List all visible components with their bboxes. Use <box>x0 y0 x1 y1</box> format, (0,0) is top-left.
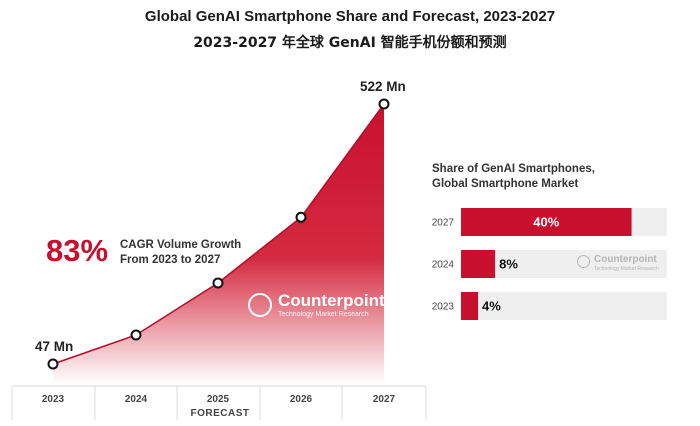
bar-category-label: 2023 <box>432 302 455 313</box>
bar-category-label: 2024 <box>432 260 455 271</box>
data-point <box>378 98 390 110</box>
cagr-description: CAGR Volume Growth From 2023 to 2027 <box>120 238 260 268</box>
x-tick-label: 2025 <box>207 394 230 405</box>
bar <box>461 250 496 278</box>
chart-subtitle: 2023-2027 年全球 GenAI 智能手机份额和预测 <box>193 35 507 51</box>
cagr-value: 83% <box>46 233 109 268</box>
data-point <box>47 358 59 370</box>
data-point <box>130 329 142 341</box>
data-label: 47 Mn <box>35 339 73 354</box>
data-point <box>295 211 307 223</box>
data-point <box>212 277 224 289</box>
bar <box>461 292 479 320</box>
area-fill <box>53 104 384 384</box>
share-chart-title: Share of GenAI Smartphones, Global Smart… <box>432 162 595 192</box>
x-tick-label: 2027 <box>373 394 396 405</box>
share-title-line-1: Share of GenAI Smartphones, <box>432 163 595 175</box>
cagr-line-2: From 2023 to 2027 <box>120 254 221 266</box>
bar-category-label: 2027 <box>432 218 455 229</box>
bar-track <box>461 250 667 278</box>
bar-track <box>461 292 667 320</box>
watermark-name: Counterpoint <box>594 254 657 265</box>
logo-tagline: Technology Market Research <box>278 311 369 318</box>
cagr-line-1: CAGR Volume Growth <box>120 239 242 251</box>
x-tick-label: 2023 <box>42 394 65 405</box>
chart-title: Global GenAI Smartphone Share and Foreca… <box>144 8 556 25</box>
x-tick-label: 2026 <box>290 394 313 405</box>
counterpoint-logo-icon <box>248 293 272 317</box>
counterpoint-watermark-icon <box>577 255 590 268</box>
data-label: 522 Mn <box>360 79 406 94</box>
counterpoint-watermark-logo: Counterpoint Technology Market Research <box>577 254 667 274</box>
bar <box>461 208 632 236</box>
watermark-tagline: Technology Market Research <box>594 266 659 272</box>
share-title-line-2: Global Smartphone Market <box>432 178 579 190</box>
bar-value-label: 8% <box>499 257 518 272</box>
x-tick-label: 2024 <box>125 394 148 405</box>
logo-name: Counterpoint <box>278 291 385 310</box>
x-axis-label: FORECAST <box>190 408 250 419</box>
bar-value-label: 4% <box>482 299 501 314</box>
counterpoint-logo: Counterpoint Technology Market Research <box>248 291 398 323</box>
bar-value-label: 40% <box>533 215 559 230</box>
